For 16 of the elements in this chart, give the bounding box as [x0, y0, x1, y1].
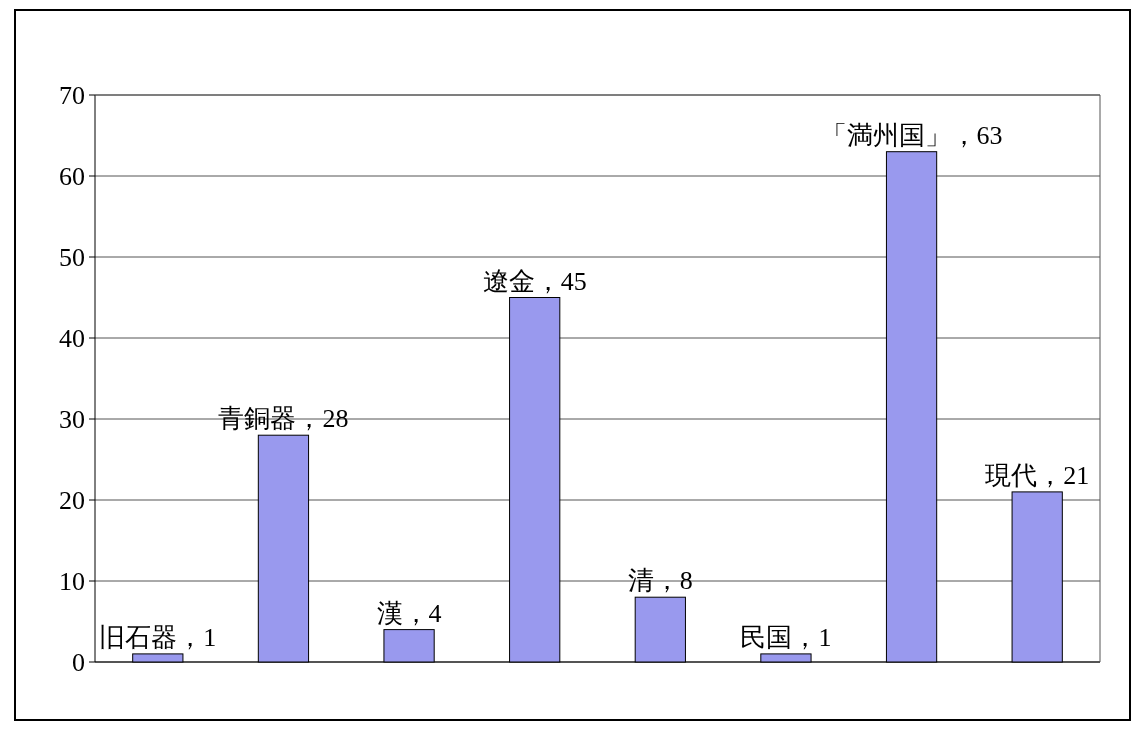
y-tick-label: 50: [59, 243, 85, 272]
data-label: 青銅器，28: [218, 404, 349, 434]
data-label: 現代，21: [985, 460, 1090, 490]
data-label: 漢，4: [376, 598, 442, 628]
data-label: 清，8: [627, 566, 693, 596]
y-tick-label: 70: [59, 81, 85, 110]
y-tick-label: 30: [59, 405, 85, 434]
y-tick-label: 10: [59, 567, 85, 596]
data-label: 「満州国」，63: [820, 120, 1003, 150]
data-label: 民国，1: [740, 622, 832, 652]
y-tick-label: 60: [59, 162, 85, 191]
y-tick-label: 40: [59, 324, 85, 353]
y-tick-label: 0: [72, 648, 85, 677]
data-label: 遼金，45: [482, 266, 587, 296]
data-label: 旧石器，1: [99, 622, 217, 652]
y-tick-label: 20: [59, 486, 85, 515]
